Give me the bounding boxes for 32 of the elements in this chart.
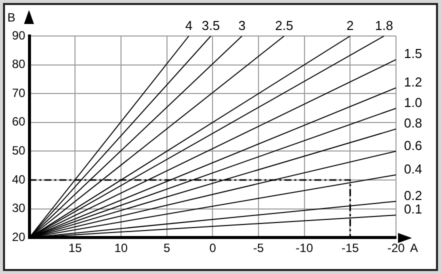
series-label: 4 (185, 18, 192, 34)
series-label: 1.0 (404, 94, 422, 110)
x-tick-label: 10 (114, 241, 128, 256)
x-tick-label: 15 (68, 241, 82, 256)
x-tick-label: -20 (387, 241, 405, 256)
x-tick-label: -15 (341, 241, 360, 256)
y-axis-title: B (7, 10, 16, 24)
y-tick-label: 80 (12, 57, 26, 72)
y-tick-label: 50 (12, 144, 26, 158)
y-tick-label: 70 (12, 86, 26, 100)
x-tick-label: 0 (209, 241, 216, 256)
series-label: 0.6 (404, 138, 422, 153)
y-tick-label: 40 (12, 172, 26, 186)
series-label: 3 (238, 18, 246, 34)
x-tick-label: -10 (296, 241, 314, 256)
y-tick-label: 30 (12, 201, 26, 216)
series-label: 0.1 (404, 202, 422, 217)
series-label: 3.5 (202, 18, 220, 34)
series-label: 1.2 (404, 74, 422, 90)
x-tick-label: -5 (253, 241, 264, 256)
x-axis-title: A (410, 240, 418, 255)
series-label: 1.5 (404, 46, 422, 62)
series-label: 2.5 (275, 18, 294, 34)
series-label: 1.8 (375, 18, 394, 34)
series-label: 0.4 (404, 161, 422, 176)
x-tick-label: 5 (164, 241, 170, 256)
y-tick-label: 90 (12, 28, 26, 42)
series-label: 0.2 (404, 188, 422, 203)
y-tick-label: 20 (12, 230, 26, 244)
y-tick-label: 60 (12, 114, 26, 129)
series-label: 2 (346, 18, 354, 34)
series-label: 0.8 (404, 116, 422, 131)
